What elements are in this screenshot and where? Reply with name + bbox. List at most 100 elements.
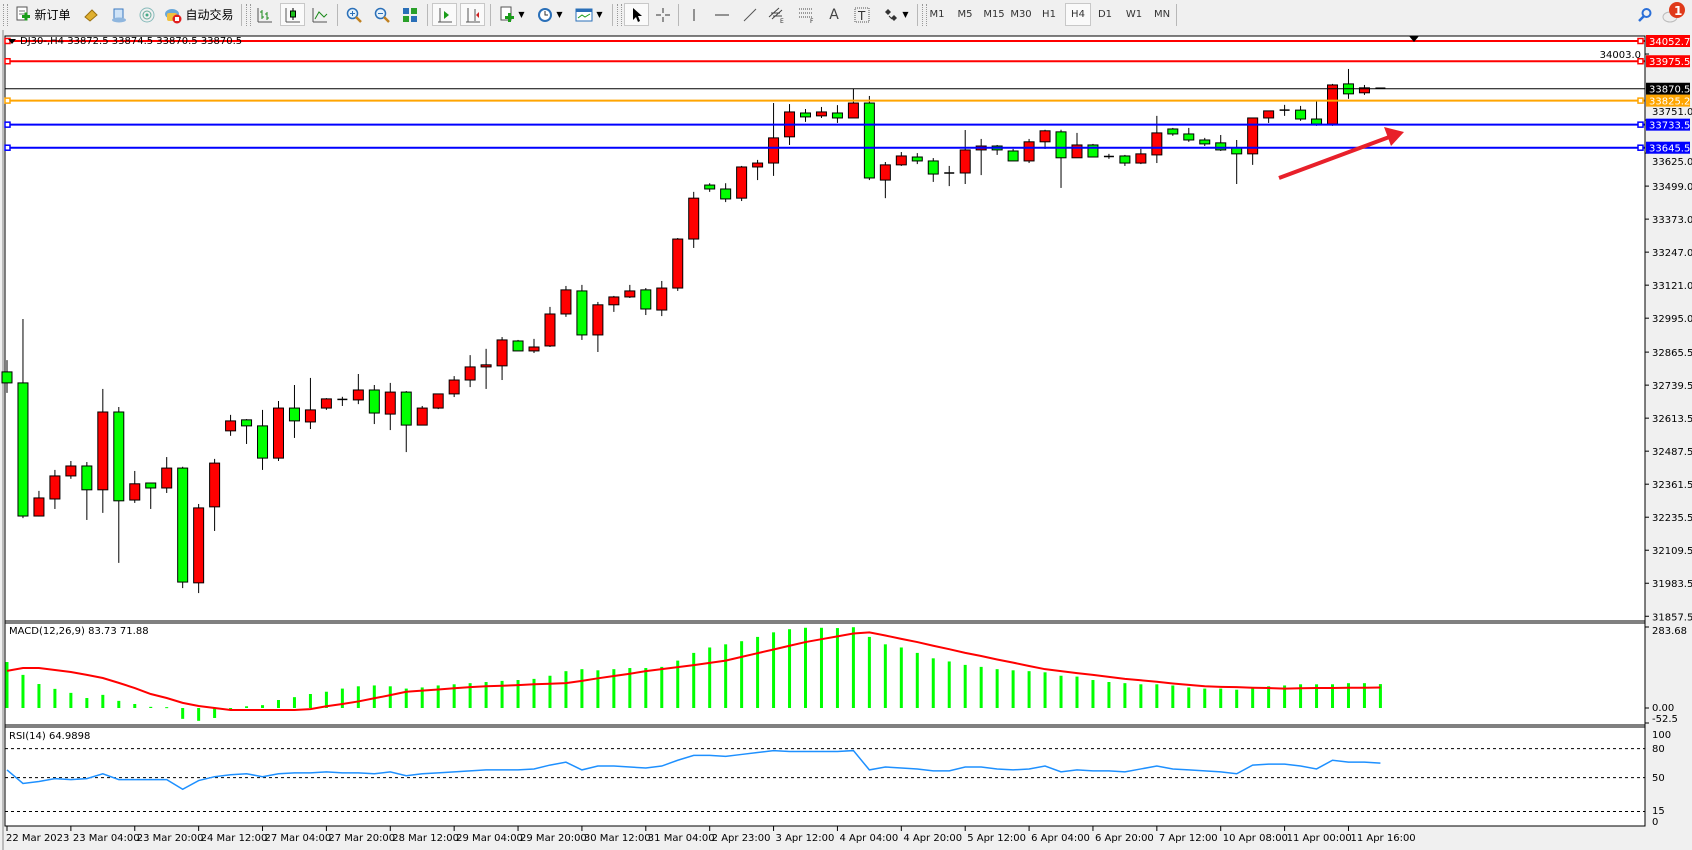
candle [448, 376, 460, 398]
candle [1071, 132, 1083, 159]
zoom-in-button[interactable] [342, 3, 366, 26]
separator [678, 4, 679, 26]
fibonacci-button[interactable]: F [795, 3, 819, 26]
candle-body [464, 366, 476, 381]
timeframe-h1[interactable]: H1 [1042, 9, 1056, 20]
candle-body [672, 238, 684, 289]
y-tick-label: 32109.5 [1652, 546, 1692, 557]
trendline-button[interactable] [739, 3, 761, 26]
chart-canvas[interactable] [4, 35, 1646, 827]
candle [927, 158, 939, 182]
navigator-button[interactable] [108, 3, 130, 26]
separator [337, 4, 338, 26]
crosshair-button[interactable] [652, 3, 674, 26]
chart-shift-button[interactable] [460, 3, 485, 26]
search-button[interactable] [1634, 3, 1656, 26]
candle-body [352, 389, 364, 401]
toolbar-grip[interactable] [3, 4, 8, 26]
vertical-line-button[interactable] [683, 3, 705, 26]
candle-body [1135, 153, 1147, 164]
fibonacci-icon: F [799, 8, 814, 24]
auto-trading-button[interactable]: 自动交易 [163, 3, 235, 26]
new-order-button[interactable]: 新订单 [12, 3, 74, 26]
toolbar-grip[interactable] [246, 4, 251, 26]
red-arrow-annotation[interactable] [1278, 134, 1393, 180]
candlestick-button[interactable] [280, 3, 305, 26]
chart-window[interactable]: 283.68 0.00-52.5 100 80 50 150 34003.0 33751.… [0, 30, 1692, 850]
candle [272, 400, 284, 461]
macd-histogram-bar [372, 685, 376, 708]
candle [337, 396, 348, 406]
macd-histogram-bar [500, 680, 504, 708]
candle-body [736, 166, 748, 199]
candle-body [879, 164, 891, 181]
new-order-icon [16, 6, 31, 20]
text-label-button[interactable]: T [851, 3, 873, 26]
rsi-axis-label: 80 [1652, 744, 1665, 755]
horizontal-lines [4, 37, 1645, 151]
candle-body [225, 420, 237, 432]
periods-dropdown[interactable]: ▼ [533, 3, 567, 26]
chart-shift-marker-icon[interactable] [1409, 36, 1419, 42]
line-chart-button[interactable] [309, 3, 331, 26]
timeframe-h4[interactable]: H4 [1065, 3, 1091, 26]
y-tick-label: 31983.5 [1652, 579, 1692, 590]
timeframe-m1[interactable]: M1 [929, 9, 945, 20]
market-watch-button[interactable] [80, 3, 102, 26]
chevron-down-icon: ▼ [902, 10, 909, 19]
candle-body [1055, 131, 1067, 159]
indicators-dropdown[interactable]: ▼ [495, 3, 529, 26]
candle [145, 482, 157, 509]
y-tick-label: 33499.0 [1652, 182, 1692, 193]
candle [320, 398, 332, 410]
x-tick-label: 7 Apr 12:00 [1159, 833, 1218, 844]
candle-body [608, 296, 620, 306]
tile-windows-button[interactable] [398, 3, 422, 26]
candle [704, 183, 716, 192]
timeframe-m5[interactable]: M5 [957, 9, 973, 20]
zoom-out-button[interactable] [370, 3, 394, 26]
equidistant-channel-button[interactable]: E [765, 3, 789, 26]
timeframe-mn[interactable]: MN [1153, 9, 1171, 20]
macd-histogram-bar [1059, 675, 1063, 708]
candle-body [496, 339, 508, 367]
chevron-down-icon: ▼ [556, 10, 563, 19]
macd-histogram-bar [1155, 684, 1159, 708]
price-tag-label: 33825.2 [1649, 97, 1690, 108]
candle-body [544, 313, 556, 347]
shapes-dropdown[interactable]: ▼ [879, 3, 913, 26]
macd-histogram-bar [85, 698, 89, 708]
signals-button[interactable] [136, 3, 158, 26]
text-button[interactable]: A [823, 3, 845, 26]
candle [1247, 117, 1259, 165]
chart-menu-triangle-icon[interactable] [8, 39, 16, 44]
templates-dropdown[interactable]: ▼ [571, 3, 607, 26]
candlestick-series [1, 68, 1386, 594]
bar-chart-button[interactable] [254, 3, 276, 26]
candle [432, 393, 444, 410]
macd-histogram-bar [612, 669, 616, 708]
candle [911, 153, 923, 165]
candle [257, 409, 269, 470]
candle [688, 191, 700, 248]
candle-body [257, 425, 269, 459]
timeframe-m30[interactable]: M30 [1010, 9, 1032, 20]
macd-histogram-bar [1123, 683, 1127, 708]
timeframe-d1[interactable]: D1 [1097, 9, 1113, 20]
candle [1183, 127, 1195, 142]
y-tick-label: 33121.0 [1652, 281, 1692, 292]
timeframe-w1[interactable]: W1 [1125, 9, 1143, 20]
macd-histogram-bar [963, 664, 967, 708]
horizontal-line-button[interactable] [711, 3, 733, 26]
rsi-axis-label: 0 [1652, 817, 1658, 828]
candle [847, 88, 859, 119]
timeframe-m15[interactable]: M15 [983, 9, 1005, 20]
cursor-button[interactable] [624, 3, 649, 26]
y-tick-label: 32361.5 [1652, 480, 1692, 491]
auto-scroll-button[interactable] [432, 3, 457, 26]
toolbar-grip[interactable] [617, 4, 622, 26]
messages-button[interactable]: 1 [1660, 1, 1688, 24]
candle [672, 237, 684, 291]
toolbar-grip[interactable] [922, 4, 927, 26]
line-anchor-left [4, 144, 11, 151]
